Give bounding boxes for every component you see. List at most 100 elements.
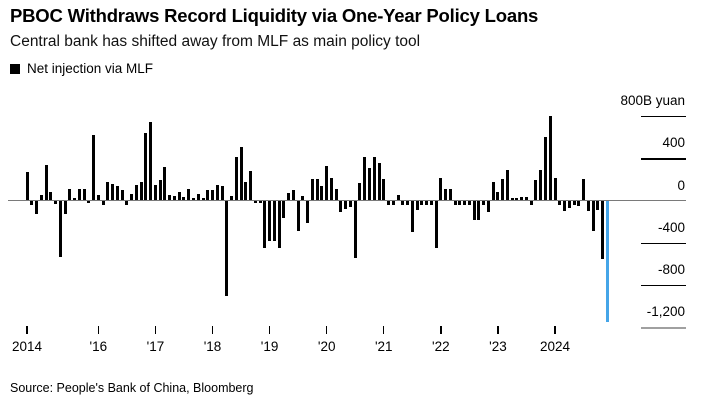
bar [101,201,105,205]
bar [73,197,77,201]
bar [472,200,476,220]
bar [253,200,257,203]
bar [63,200,67,214]
bar [320,185,324,201]
bar [444,188,448,201]
bar [30,200,34,206]
bar [382,178,386,201]
bar [563,200,567,211]
bar [582,179,586,201]
bar [49,192,53,201]
bar [263,200,267,248]
bar [415,200,419,211]
x-axis-label: '19 [260,339,279,354]
bar [539,169,543,201]
legend-swatch-icon [10,64,20,74]
bar [505,170,509,201]
bar [524,197,528,201]
source-note: Source: People's Bank of China, Bloomber… [10,381,254,395]
x-axis-label: 2014 [11,339,43,354]
bar [139,181,143,201]
y-grid-tick [641,115,686,118]
x-axis-tick [26,326,28,334]
y-grid-tick [641,158,686,160]
x-axis-tick [97,326,100,334]
bar [182,197,186,201]
bar [215,184,219,201]
y-axis-label: 400 [662,135,685,151]
x-axis-label: '18 [203,339,222,354]
bar [429,201,433,205]
legend-label: Net injection via MLF [27,61,154,76]
bar [163,167,167,201]
bar [158,180,162,201]
bar [496,192,500,201]
y-grid-tick [641,242,686,245]
bar [439,177,443,201]
chart-title: PBOC Withdraws Record Liquidity via One-… [10,5,539,26]
bar [534,180,538,201]
bar [377,162,381,201]
bar [344,200,348,209]
x-axis-label: '20 [317,339,336,354]
bar [372,157,376,201]
bar [310,178,314,201]
bar [553,177,557,201]
bar [420,201,424,205]
x-axis-label: '16 [89,339,108,354]
y-axis-label: 800B yuan [620,92,685,108]
bar [92,134,96,201]
bar [268,200,272,242]
legend: Net injection via MLF [10,61,153,77]
bar [172,195,176,201]
bar [230,196,234,201]
bar [368,168,371,201]
bar [287,193,291,201]
bar [358,183,362,201]
bar [134,184,138,201]
bar [482,201,486,205]
bar [187,188,191,201]
y-axis-label: -400 [657,219,685,235]
bar [491,181,495,201]
bar [153,184,157,201]
bar [391,201,395,205]
bar [125,200,129,205]
bar [396,194,400,201]
bar [544,137,547,201]
bar [239,147,243,201]
bar [387,201,391,205]
bar [510,198,514,201]
bar [249,170,253,201]
bar [591,200,595,232]
bar [548,115,552,201]
bar [54,200,58,204]
bar [339,200,343,213]
x-axis-tick [211,326,214,334]
bar [244,181,248,201]
bar [401,201,405,205]
bar [282,200,286,218]
bar [220,185,224,201]
bar [277,200,281,248]
x-axis-tick [268,326,271,334]
x-axis-label: '22 [432,339,450,354]
x-axis-label: '23 [489,339,507,354]
chart-subtitle: Central bank has shifted away from MLF a… [10,33,421,50]
bar [35,200,38,215]
x-axis-label: 2024 [539,339,571,354]
y-axis-label: 0 [677,177,685,193]
bar [486,200,490,213]
bar [567,200,571,208]
y-axis-label: -800 [657,262,685,278]
bar [211,189,215,201]
y-grid-tick [641,327,686,330]
bar [206,190,210,201]
bar [406,201,410,205]
bar [410,200,414,232]
bar [348,200,352,208]
bar [596,200,600,211]
x-axis-tick [154,326,157,334]
bar [434,200,438,248]
